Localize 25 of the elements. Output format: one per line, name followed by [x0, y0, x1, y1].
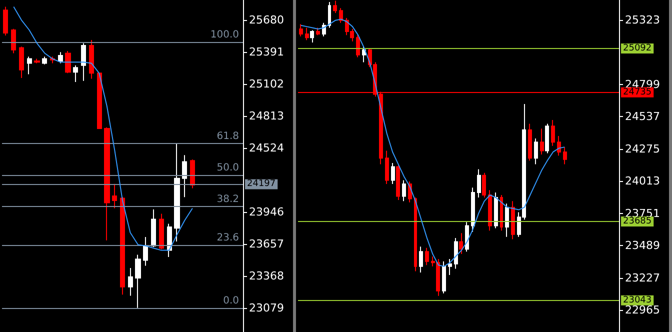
- y-tick-label: 25323: [625, 14, 660, 27]
- y-tick-label: 23079: [249, 301, 284, 314]
- y-tick-label: 23489: [625, 239, 660, 252]
- y-tick-label: 25680: [249, 14, 284, 27]
- y-tick-label: 25391: [249, 46, 284, 59]
- ref-line-label: 23043: [623, 295, 652, 306]
- y-tick-label: 25102: [249, 78, 284, 91]
- annotation: 0.0: [223, 295, 239, 306]
- y-tick-label: 24275: [625, 142, 660, 156]
- y-tick-label: 24524: [249, 142, 284, 155]
- y-tick-label: 22965: [625, 303, 660, 316]
- annotation: 23.6: [216, 232, 239, 244]
- y-tick-label: 24537: [625, 110, 660, 124]
- y-tick-label: 23657: [249, 237, 284, 250]
- y-tick-label: 23368: [249, 269, 284, 282]
- y-tick-label: 23227: [625, 271, 660, 284]
- y-tick-label: 23946: [249, 205, 284, 218]
- y-tick-label: 24813: [249, 110, 284, 123]
- annotation: 50.0: [216, 162, 239, 174]
- ref-line-label: 24197: [247, 179, 276, 190]
- annotation: 38.2: [216, 194, 239, 205]
- annotation: 61.8: [216, 131, 239, 142]
- annotation: 100.0: [210, 30, 239, 41]
- y-tick-label: 24013: [625, 174, 660, 188]
- ref-line-label: 25092: [623, 43, 652, 54]
